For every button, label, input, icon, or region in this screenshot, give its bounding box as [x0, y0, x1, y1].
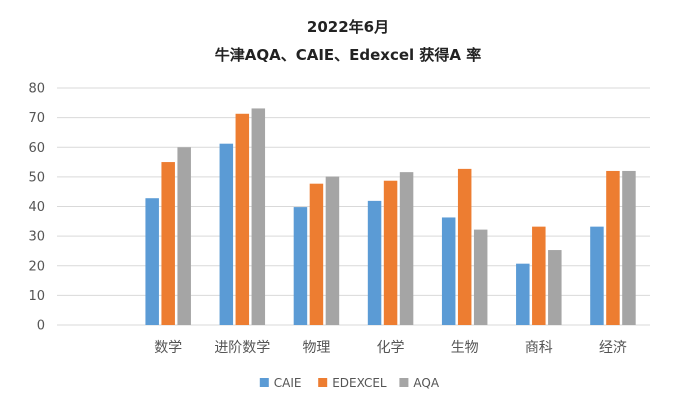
- legend-swatch: [259, 378, 269, 387]
- bar-aqa: [622, 170, 636, 325]
- y-tick-label: 20: [28, 259, 45, 274]
- bar-edexcel: [235, 113, 250, 326]
- y-axis-ticks: 0 10 20 30 40 50 60 70 80: [28, 82, 45, 334]
- bar-caie: [145, 198, 159, 325]
- chart-title: 2022年6月: [307, 18, 389, 36]
- category-label: 经济: [599, 340, 627, 356]
- y-tick-label: 70: [28, 111, 45, 126]
- bar-caie: [367, 200, 382, 325]
- category-label: 生物: [451, 340, 479, 356]
- legend-label: CAIE: [274, 376, 302, 390]
- bar-caie: [516, 263, 530, 325]
- y-tick-label: 0: [37, 319, 45, 334]
- bar-edexcel: [606, 170, 620, 325]
- bar-edexcel: [532, 226, 546, 325]
- category-label: 物理: [302, 340, 330, 356]
- bar-aqa: [251, 108, 266, 325]
- y-tick-label: 80: [28, 82, 45, 97]
- category-label: 进阶数学: [214, 340, 270, 356]
- category-labels: 数学 进阶数学 物理 化学 生物 商科 经济: [154, 340, 627, 356]
- legend-label: AQA: [413, 376, 439, 390]
- y-tick-label: 60: [28, 141, 45, 156]
- bar-edexcel: [383, 180, 398, 325]
- chart-subtitle: 牛津AQA、CAIE、Edexcel 获得A 率: [215, 46, 482, 64]
- legend-label: EDEXCEL: [332, 376, 387, 390]
- legend-swatch: [399, 378, 409, 387]
- bar-caie: [219, 143, 234, 325]
- bar-aqa: [548, 250, 562, 325]
- bar-edexcel: [161, 162, 175, 325]
- bar-edexcel: [309, 183, 324, 325]
- legend-swatch: [318, 378, 328, 387]
- category-label: 商科: [525, 340, 553, 356]
- bar-caie: [293, 207, 308, 325]
- y-tick-label: 50: [28, 170, 45, 185]
- bar-caie: [441, 217, 456, 325]
- bar-caie: [590, 226, 604, 325]
- bar-aqa: [473, 229, 488, 325]
- category-label: 数学: [154, 340, 182, 356]
- bar-aqa: [399, 172, 414, 325]
- bar-edexcel: [457, 168, 472, 325]
- y-tick-label: 10: [28, 289, 45, 304]
- bars: [145, 108, 636, 326]
- y-tick-label: 30: [28, 230, 45, 245]
- y-tick-label: 40: [28, 200, 45, 215]
- category-label: 化学: [377, 340, 405, 356]
- bar-aqa: [177, 147, 191, 325]
- bar-aqa: [325, 176, 340, 325]
- legend: CAIE EDEXCEL AQA: [259, 376, 440, 390]
